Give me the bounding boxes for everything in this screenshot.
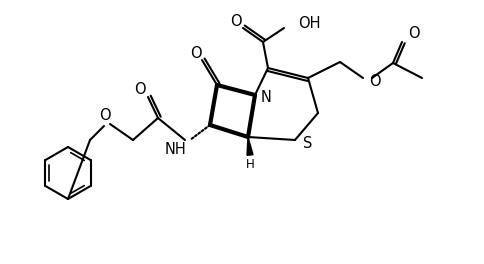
- Text: OH: OH: [298, 16, 320, 31]
- Text: O: O: [230, 15, 242, 30]
- Text: O: O: [408, 26, 420, 41]
- Text: H: H: [245, 158, 255, 172]
- Text: O: O: [369, 73, 380, 88]
- Text: O: O: [190, 45, 202, 60]
- Polygon shape: [247, 137, 253, 155]
- Text: O: O: [134, 82, 146, 97]
- Text: S: S: [303, 135, 312, 150]
- Text: NH: NH: [164, 143, 186, 158]
- Text: O: O: [99, 109, 111, 124]
- Text: N: N: [261, 91, 272, 106]
